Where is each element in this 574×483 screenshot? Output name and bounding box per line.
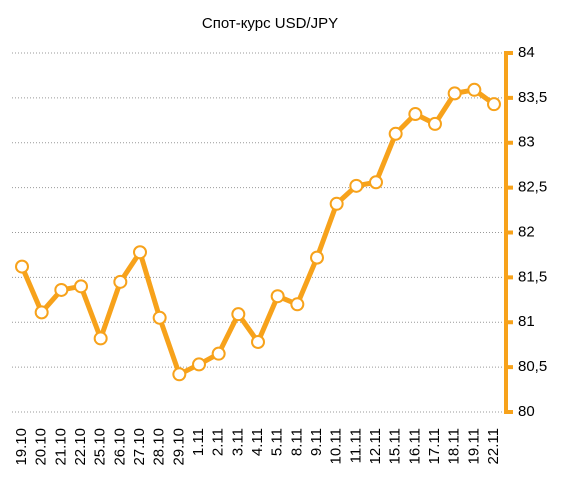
x-tick-label: 9.11 (308, 428, 325, 456)
x-tick-label: 25.10 (92, 428, 109, 466)
x-tick-label: 18.11 (446, 428, 463, 464)
point (251, 334, 265, 349)
x-tick-label: 19.11 (465, 428, 482, 464)
x-tick-label: 21.10 (52, 428, 69, 466)
chart-title: Спот-курс USD/JPY (202, 15, 338, 32)
point (113, 274, 128, 289)
y-tick-label: 81,5 (518, 268, 547, 285)
x-tick-label: 19.10 (13, 428, 30, 466)
y-tick-label: 83,5 (518, 89, 547, 106)
point (329, 196, 344, 211)
x-tick-label: 17.11 (426, 428, 443, 464)
x-tick-label: 20.10 (33, 428, 50, 466)
point (231, 307, 246, 322)
point (270, 289, 285, 304)
point (211, 346, 226, 361)
y-tick-label: 83 (518, 134, 535, 151)
x-tick-label: 26.10 (111, 428, 128, 466)
point (369, 175, 383, 190)
point (310, 250, 324, 265)
x-tick-label: 3.11 (229, 428, 246, 456)
point (192, 357, 206, 372)
point (15, 259, 29, 274)
x-tick-label: 29.10 (170, 428, 187, 466)
y-tick-label: 82 (518, 223, 535, 240)
x-tick-label: 4.11 (249, 428, 266, 456)
y-tick-label: 81 (518, 313, 535, 330)
y-tick-label: 80 (518, 403, 535, 420)
x-tick-label: 5.11 (269, 428, 286, 456)
x-tick-label: 2.11 (210, 428, 227, 456)
x-tick-label: 12.11 (367, 428, 384, 464)
point (34, 305, 49, 320)
point (74, 279, 88, 294)
point (54, 282, 69, 297)
point (388, 126, 403, 141)
y-tick-label: 84 (518, 44, 535, 61)
x-tick-label: 15.11 (387, 428, 404, 464)
x-tick-label: 22.10 (72, 428, 89, 466)
x-tick-label: 10.11 (328, 428, 345, 464)
point (172, 367, 187, 382)
point (93, 331, 108, 346)
point (428, 116, 442, 131)
point (447, 86, 462, 101)
x-tick-label: 8.11 (288, 428, 305, 456)
x-tick-label: 28.10 (151, 428, 168, 466)
point (133, 245, 147, 260)
point (290, 297, 305, 312)
point (408, 107, 423, 122)
x-tick-label: 16.11 (406, 428, 423, 464)
x-tick-label: 11.11 (347, 428, 364, 463)
point (349, 178, 364, 193)
point (487, 97, 501, 112)
point (467, 82, 482, 97)
y-tick-label: 82,5 (518, 179, 547, 196)
y-tick-label: 80,5 (518, 358, 547, 375)
point (152, 310, 167, 325)
x-tick-label: 27.10 (131, 428, 148, 466)
x-tick-label: 22.11 (485, 428, 502, 464)
x-tick-label: 1.11 (190, 428, 207, 456)
